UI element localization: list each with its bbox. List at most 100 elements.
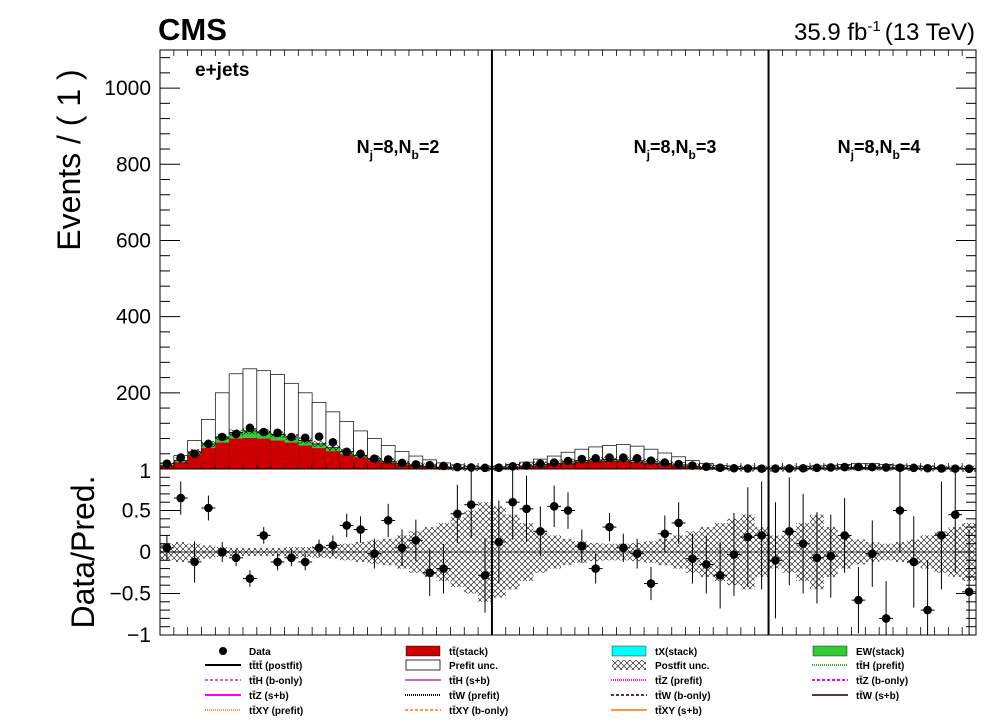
ttbar-stack-bar: [229, 438, 243, 469]
data-point: [632, 454, 642, 463]
ttbar-stack-bar: [173, 462, 188, 469]
data-point: [937, 464, 946, 473]
data-point: [798, 463, 808, 473]
legend-swatch-prefit_unc: [405, 659, 441, 671]
data-point: [342, 447, 352, 457]
ratio-point: [646, 579, 656, 588]
ratio-point: [370, 549, 379, 558]
ratio-point: [549, 502, 559, 511]
legend-label-ttbar: tt̄(stack): [449, 646, 488, 658]
legend-label-tttt_post: tt̄tt̄ (postfit): [249, 660, 302, 672]
ratio-point: [383, 516, 393, 525]
ratio-point: [563, 506, 573, 515]
lumi-exponent: -1: [867, 18, 880, 35]
ratio-point: [619, 543, 628, 553]
main-y-tick-label: 200: [116, 382, 151, 405]
legend-label-tx: tX(stack): [655, 647, 697, 658]
ratio-point: [757, 531, 766, 540]
ttbar-stack-bar: [367, 460, 382, 469]
lumi-value: 35.9 fb: [794, 19, 867, 46]
ratio-point: [591, 564, 600, 573]
legend: Data tt̄(stack) tX(stack) EW(stack) tt̄tt̄ (…: [205, 645, 908, 717]
legend-swatch-ew: [812, 645, 848, 657]
ttbar-stack-bar: [242, 437, 257, 469]
ratio-point: [259, 531, 269, 540]
ew-stack-bar: [242, 430, 257, 438]
ratio-point: [356, 525, 365, 534]
ratio-point: [674, 518, 683, 528]
legend-swatch-ttbar: [405, 645, 441, 657]
data-point: [494, 463, 504, 472]
data-point: [300, 433, 310, 443]
ratio-point: [176, 493, 186, 503]
legend-label-ew: EW(stack): [856, 647, 904, 658]
ttbar-stack-bar: [630, 461, 645, 469]
ratio-point: [964, 587, 974, 597]
data-point: [383, 455, 393, 464]
legend-label-tth_bonly: tt̄H (b-only): [249, 675, 302, 687]
ratio-point: [480, 570, 490, 580]
data-point: [536, 459, 545, 468]
data-point: [715, 463, 725, 472]
main-y-tick-label: 800: [116, 153, 151, 176]
data-point: [508, 462, 517, 471]
ratio-point: [812, 553, 822, 563]
ttbar-stack-bar: [256, 438, 271, 469]
ratio-point: [466, 500, 476, 509]
ratio-point: [909, 557, 919, 567]
ratio-y-tick-label: 0: [139, 541, 151, 564]
ratio-point: [314, 543, 324, 553]
data-point: [259, 427, 269, 437]
data-point: [840, 462, 849, 472]
lumi-label: 35.9 fb-1 (13 TeV): [794, 18, 975, 46]
data-point: [826, 463, 836, 472]
data-point: [867, 462, 877, 472]
ratio-panel: −1 −0.5 0 0.5 Data/Pred.: [65, 468, 977, 647]
region-label: Nj=8,Nb=3: [634, 137, 717, 162]
data-point: [646, 456, 656, 465]
ratio-point: [245, 574, 255, 583]
ratio-point: [743, 532, 753, 542]
energy-label: (13 TeV): [885, 19, 975, 46]
ratio-point: [439, 564, 448, 573]
data-point: [439, 461, 448, 471]
legend-label-ttxy_bonly: tt̄XY (b-only): [449, 705, 508, 717]
ratio-point: [881, 614, 891, 623]
ratio-point: [826, 551, 836, 561]
data-point: [273, 428, 282, 438]
data-point: [217, 432, 227, 442]
ratio-point: [867, 549, 877, 558]
ew-stack-bar: [270, 434, 285, 441]
ttbar-stack-bar: [353, 457, 368, 469]
ratio-point: [784, 526, 794, 536]
data-point: [702, 462, 711, 472]
ttbar-stack-bar: [325, 451, 340, 469]
data-point: [563, 456, 573, 466]
main-y-tick-label: 600: [116, 229, 151, 252]
ratio-point: [162, 543, 172, 553]
legend-label-prefit_unc: Prefit unc.: [449, 661, 498, 672]
ratio-point: [937, 531, 946, 540]
ratio-point: [494, 537, 504, 547]
data-point: [370, 454, 379, 464]
ttbar-stack-bar: [616, 461, 631, 469]
legend-swatch-postfit_unc: [612, 660, 646, 670]
ttbar-stack-bar: [215, 442, 230, 469]
legend-label-ttz_pre: tt̄Z (prefit): [655, 675, 702, 687]
ratio-point: [923, 605, 932, 615]
ratio-point: [508, 497, 517, 507]
data-point: [231, 429, 241, 439]
data-point: [688, 461, 697, 470]
ttbar-stack-bar: [381, 462, 396, 469]
data-point: [923, 463, 932, 473]
ttbar-stack-bar: [644, 462, 658, 469]
ratio-point: [287, 553, 296, 563]
ratio-point: [577, 541, 587, 551]
ratio-axes: −1 −0.5 0 0.5: [110, 476, 977, 647]
main-bottom-label: 1: [139, 460, 151, 483]
data-point: [619, 453, 628, 462]
data-point: [784, 464, 794, 473]
ttbar-stack-bar: [187, 454, 202, 469]
data-point: [812, 463, 822, 473]
ttbar-stack-bar: [298, 445, 313, 469]
